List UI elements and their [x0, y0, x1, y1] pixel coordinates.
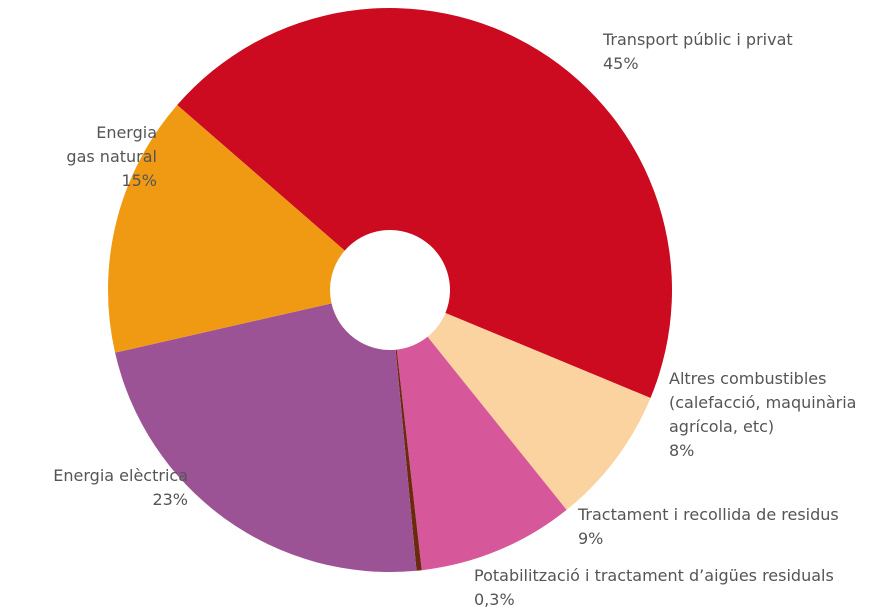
- slice-value-label: 9%: [578, 529, 603, 548]
- slice-label: Energia gas natural: [66, 123, 157, 166]
- slice-value-label: 45%: [603, 54, 639, 73]
- slice-value-label: 15%: [121, 171, 157, 190]
- slice-label: Transport públic i privat: [602, 30, 793, 49]
- pie-slice: [427, 312, 651, 510]
- slice-label: Altres combustibles (calefacció, maquinàr…: [669, 369, 856, 436]
- slice-value-label: 8%: [669, 441, 694, 460]
- pie-slice: [177, 8, 672, 398]
- slice-label: Energia elèctrica: [53, 466, 188, 485]
- slice-value-label: 0,3%: [474, 590, 515, 609]
- pie-slice: [108, 104, 345, 353]
- pie-slice: [115, 303, 417, 572]
- pie-slice: [396, 336, 567, 571]
- pie-slice: [395, 349, 422, 571]
- slice-label: Potabilització i tractament d’aigües res…: [474, 566, 834, 585]
- slice-label: Tractament i recollida de residus: [577, 505, 839, 524]
- slice-value-label: 23%: [152, 490, 188, 509]
